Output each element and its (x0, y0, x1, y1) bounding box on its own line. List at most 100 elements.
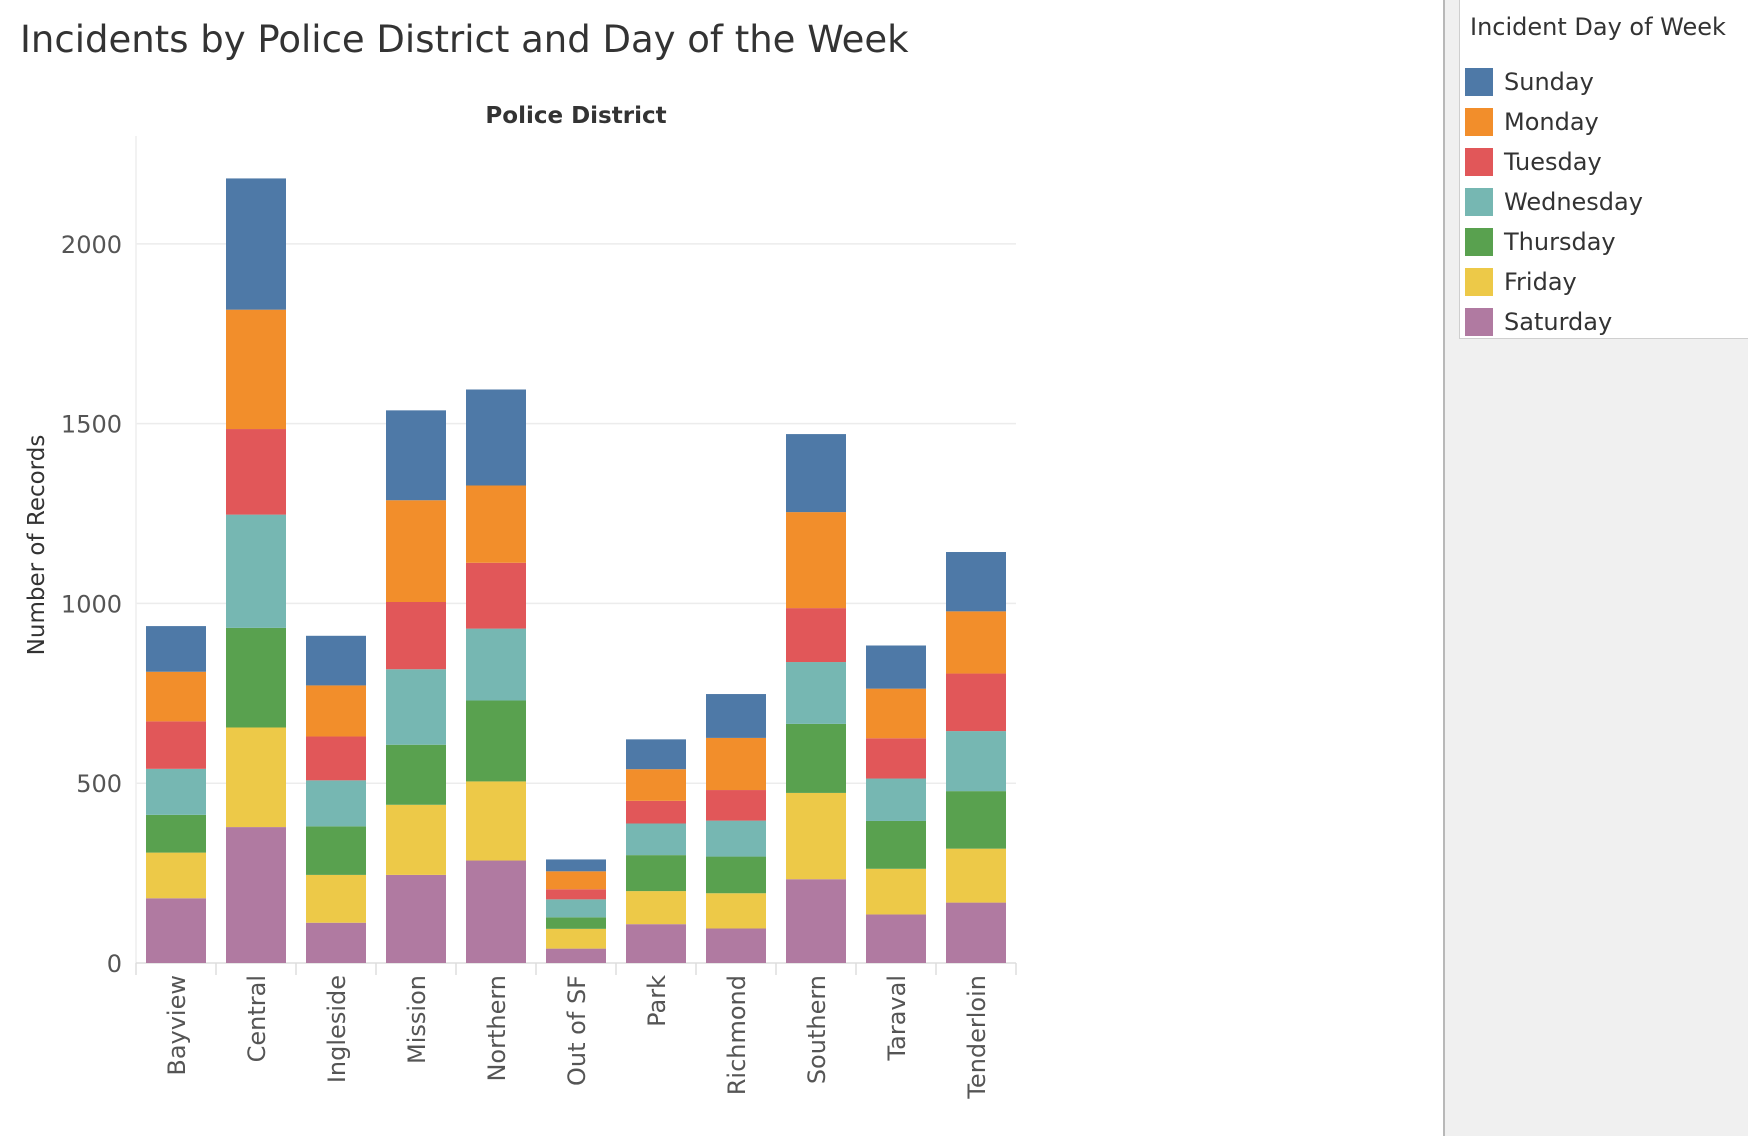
y-tick-label: 500 (76, 770, 122, 798)
bar-segment-tuesday (146, 721, 206, 769)
bar-segment-sunday (386, 410, 446, 501)
y-tick-label: 1500 (61, 411, 122, 439)
y-axis-label: Number of Records (24, 435, 50, 656)
bar-segment-friday (946, 848, 1006, 903)
bar-segment-tuesday (546, 889, 606, 900)
x-tick-label: Mission (403, 975, 431, 1064)
bar-segment-saturday (306, 922, 366, 963)
bar-segment-friday (866, 868, 926, 915)
bar-segment-tuesday (866, 738, 926, 779)
legend-title: Incident Day of Week (1470, 13, 1726, 41)
legend-swatch (1465, 68, 1493, 96)
bar-segment-saturday (866, 914, 926, 963)
bar-segment-tuesday (946, 673, 1006, 732)
bar-segment-monday (786, 512, 846, 609)
bar-segment-thursday (226, 627, 286, 728)
x-tick-label: Ingleside (323, 975, 351, 1083)
bar-segment-thursday (866, 820, 926, 869)
bar-segment-friday (626, 891, 686, 925)
legend-swatch (1465, 228, 1493, 256)
x-tick-label: Out of SF (563, 975, 591, 1086)
bar-segment-wednesday (386, 669, 446, 745)
legend-swatch (1465, 188, 1493, 216)
legend-label: Friday (1504, 268, 1577, 296)
bar-segment-tuesday (306, 736, 366, 781)
x-tick-label: Bayview (163, 975, 191, 1076)
bar-segment-sunday (866, 645, 926, 689)
bar-segment-wednesday (546, 899, 606, 918)
legend-label: Monday (1504, 108, 1599, 136)
x-tick-label: Richmond (723, 975, 751, 1095)
bar-segment-wednesday (626, 823, 686, 856)
y-tick-label: 2000 (61, 231, 122, 259)
legend: Incident Day of Week Sunday Monday Tuesday… (1459, 0, 1748, 339)
bar-segment-wednesday (226, 514, 286, 628)
bar-segment-sunday (626, 739, 686, 770)
bar-segment-monday (386, 500, 446, 602)
bar-segment-monday (946, 611, 1006, 674)
legend-label: Saturday (1504, 308, 1613, 336)
bar-segment-friday (386, 804, 446, 875)
bar-segment-wednesday (706, 820, 766, 857)
bar-segment-monday (226, 309, 286, 430)
bar-segment-thursday (626, 855, 686, 892)
legend-item[interactable]: Tuesday (1465, 142, 1643, 182)
bar-segment-monday (706, 737, 766, 791)
x-tick-label: Taraval (883, 975, 911, 1062)
bar-segment-saturday (946, 902, 1006, 963)
bar-segment-saturday (146, 898, 206, 963)
bar-segment-sunday (226, 178, 286, 310)
bar-segment-monday (146, 671, 206, 722)
bar-segment-thursday (546, 917, 606, 929)
bar-segment-tuesday (466, 562, 526, 629)
bar-segment-monday (626, 769, 686, 801)
bar-segment-wednesday (786, 662, 846, 724)
x-tick-label: Northern (483, 975, 511, 1082)
legend-label: Wednesday (1504, 188, 1643, 216)
legend-item[interactable]: Wednesday (1465, 182, 1643, 222)
legend-item[interactable]: Thursday (1465, 222, 1643, 262)
bar-segment-friday (226, 727, 286, 828)
bar-segment-thursday (386, 744, 446, 805)
legend-item[interactable]: Sunday (1465, 62, 1643, 102)
x-tick-label: Park (643, 975, 671, 1027)
bar-segment-tuesday (786, 608, 846, 663)
bar-segment-tuesday (626, 800, 686, 824)
bar-segment-sunday (146, 626, 206, 672)
legend-label: Tuesday (1504, 148, 1602, 176)
legend-item[interactable]: Friday (1465, 262, 1643, 302)
legend-swatch (1465, 268, 1493, 296)
bar-segment-friday (466, 781, 526, 861)
bar-segment-sunday (306, 635, 366, 686)
bar-segment-sunday (946, 552, 1006, 612)
bar-segment-monday (466, 485, 526, 563)
bar-segment-monday (866, 688, 926, 739)
bar-segment-friday (706, 893, 766, 929)
legend-label: Sunday (1504, 68, 1594, 96)
y-tick-label: 0 (107, 950, 122, 978)
bar-segment-saturday (226, 827, 286, 963)
bar-segment-friday (786, 792, 846, 880)
legend-swatch (1465, 108, 1493, 136)
bar-segment-friday (306, 874, 366, 923)
bar-segment-sunday (546, 859, 606, 872)
bar-segment-monday (546, 871, 606, 890)
bar-segment-sunday (706, 694, 766, 738)
bar-segment-thursday (786, 723, 846, 793)
bar-segment-thursday (466, 700, 526, 782)
bar-segment-saturday (626, 924, 686, 963)
legend-item[interactable]: Monday (1465, 102, 1643, 142)
bar-segment-thursday (306, 826, 366, 875)
bar-segment-monday (306, 685, 366, 737)
bar-segment-wednesday (146, 768, 206, 815)
legend-items: Sunday Monday Tuesday Wednesday Thursday Frid… (1465, 62, 1643, 342)
bar-segment-saturday (706, 928, 766, 963)
bar-segment-tuesday (226, 429, 286, 515)
legend-item[interactable]: Saturday (1465, 302, 1643, 342)
x-tick-label: Southern (803, 975, 831, 1084)
legend-label: Thursday (1504, 228, 1616, 256)
bar-segment-wednesday (946, 731, 1006, 792)
bar-segment-sunday (786, 434, 846, 513)
column-header: Police District (485, 103, 666, 129)
y-tick-label: 1000 (61, 590, 122, 618)
